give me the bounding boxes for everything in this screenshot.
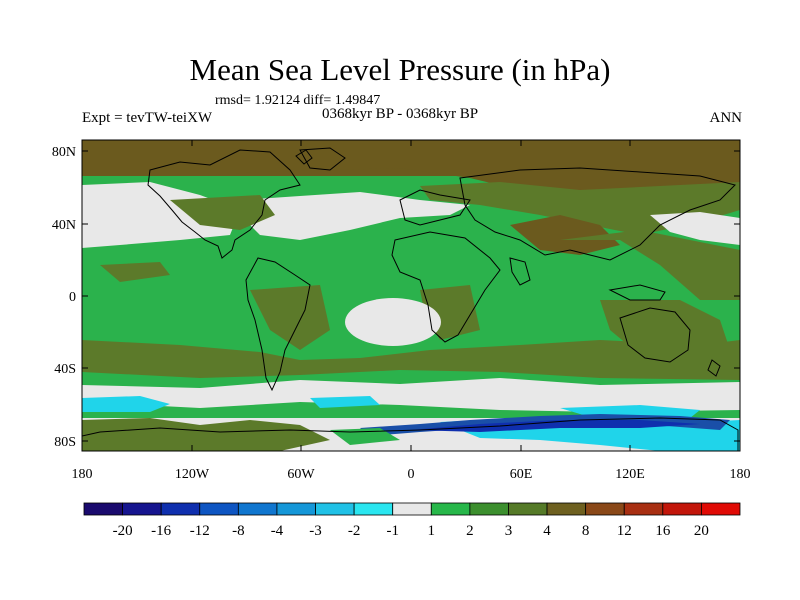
lon-ticks bbox=[81, 140, 741, 451]
colorbar-label: 2 bbox=[466, 523, 474, 539]
lat-label-80s: 80S bbox=[54, 435, 76, 450]
field-southern-olive bbox=[82, 340, 740, 380]
lon-label-60w: 60W bbox=[287, 467, 315, 482]
colorbar-box bbox=[83, 502, 123, 516]
lat-label-80n: 80N bbox=[52, 145, 76, 160]
lat-label-40n: 40N bbox=[52, 218, 76, 233]
colorbar-box bbox=[469, 502, 509, 516]
field-pacific-olive bbox=[560, 230, 740, 300]
pressure-field bbox=[82, 140, 740, 451]
season-label: ANN bbox=[709, 110, 743, 126]
field-antarctic-blue-rim bbox=[360, 414, 730, 436]
colorbar-box bbox=[315, 502, 355, 516]
colorbar-label: -4 bbox=[271, 523, 284, 539]
coast-europe bbox=[399, 189, 471, 226]
lat-labels: 80N 40N 0 40S 80S bbox=[52, 145, 76, 450]
field-antarctic-deep-blue bbox=[410, 420, 700, 432]
colorbar-box bbox=[276, 502, 316, 516]
field-satlantic-neutral bbox=[345, 298, 441, 346]
coast-north-america bbox=[147, 149, 301, 259]
coast-africa bbox=[391, 231, 501, 343]
field-nepacific-neutral bbox=[650, 212, 740, 245]
experiment-label: Expt = tevTW-teiXW bbox=[82, 110, 213, 126]
colorbar-label: 16 bbox=[655, 523, 671, 539]
colorbar-label: 12 bbox=[617, 523, 632, 539]
field-cyan-west bbox=[82, 396, 170, 412]
field-samerica-olive bbox=[250, 285, 330, 350]
lon-label-120w: 120W bbox=[175, 467, 210, 482]
coast-australia bbox=[619, 307, 691, 363]
lat-label-40s: 40S bbox=[54, 362, 76, 377]
colorbar-box bbox=[701, 502, 741, 516]
field-asia-brown bbox=[510, 215, 620, 255]
field-cyan-mid bbox=[310, 396, 380, 408]
coastlines bbox=[82, 147, 739, 451]
colorbar-label: -8 bbox=[232, 523, 245, 539]
coast-india bbox=[509, 257, 531, 286]
colorbar-box bbox=[430, 502, 471, 516]
colorbar bbox=[83, 502, 741, 516]
colorbar-box bbox=[662, 502, 702, 516]
field-tropical-olive-1 bbox=[100, 262, 170, 282]
colorbar-box bbox=[353, 502, 394, 516]
coast-antarctica bbox=[82, 417, 739, 451]
plot-title: Mean Sea Level Pressure (in hPa) bbox=[189, 52, 611, 87]
colorbar-box bbox=[508, 502, 548, 516]
colorbar-label: 4 bbox=[543, 523, 551, 539]
coast-asia bbox=[459, 167, 736, 261]
colorbar-box bbox=[546, 502, 587, 516]
period-subtitle: 0368kyr BP - 0368kyr BP bbox=[321, 106, 479, 122]
colorbar-box bbox=[160, 502, 201, 516]
colorbar-box bbox=[623, 502, 664, 516]
colorbar-box bbox=[585, 502, 625, 516]
colorbar-box bbox=[392, 502, 432, 516]
lat-ticks bbox=[82, 150, 740, 442]
coast-new-zealand bbox=[707, 359, 721, 377]
colorbar-label: 3 bbox=[505, 523, 513, 539]
lon-label-180e: 180 bbox=[730, 467, 751, 482]
stats-label: rmsd= 1.92124 diff= 1.49847 bbox=[215, 93, 381, 108]
lat-label-0: 0 bbox=[69, 290, 76, 305]
coast-indonesia bbox=[608, 284, 666, 301]
colorbar-label: 8 bbox=[582, 523, 590, 539]
colorbar-label: -1 bbox=[386, 523, 399, 539]
field-southern-neutral bbox=[82, 378, 740, 412]
colorbar-label: -12 bbox=[190, 523, 210, 539]
lon-label-180w: 180 bbox=[72, 467, 93, 482]
lon-label-120e: 120E bbox=[615, 467, 645, 482]
colorbar-label: -2 bbox=[348, 523, 361, 539]
colorbar-labels: -20 -16 -12 -8 -4 -3 -2 -1 1 2 3 4 8 12 16 20 bbox=[113, 523, 709, 539]
field-arctic-brown-lobe bbox=[82, 168, 740, 210]
colorbar-label: 20 bbox=[694, 523, 709, 539]
colorbar-label: 1 bbox=[428, 523, 436, 539]
colorbar-box bbox=[122, 502, 162, 516]
coast-island bbox=[295, 149, 313, 165]
coast-greenland bbox=[299, 147, 346, 171]
colorbar-label: -20 bbox=[113, 523, 133, 539]
field-namerica-olive bbox=[170, 195, 275, 230]
coast-south-america bbox=[245, 257, 311, 392]
field-natlantic-neutral bbox=[240, 192, 470, 240]
colorbar-label: -16 bbox=[151, 523, 171, 539]
lon-label-60e: 60E bbox=[510, 467, 533, 482]
colorbar-box bbox=[237, 502, 278, 516]
colorbar-box bbox=[199, 502, 239, 516]
field-antarctic-olive-west bbox=[82, 418, 330, 451]
lon-label-0: 0 bbox=[408, 467, 415, 482]
colorbar-label: -3 bbox=[309, 523, 322, 539]
lon-labels: 180 120W 60W 0 60E 120E 180 bbox=[72, 467, 751, 482]
